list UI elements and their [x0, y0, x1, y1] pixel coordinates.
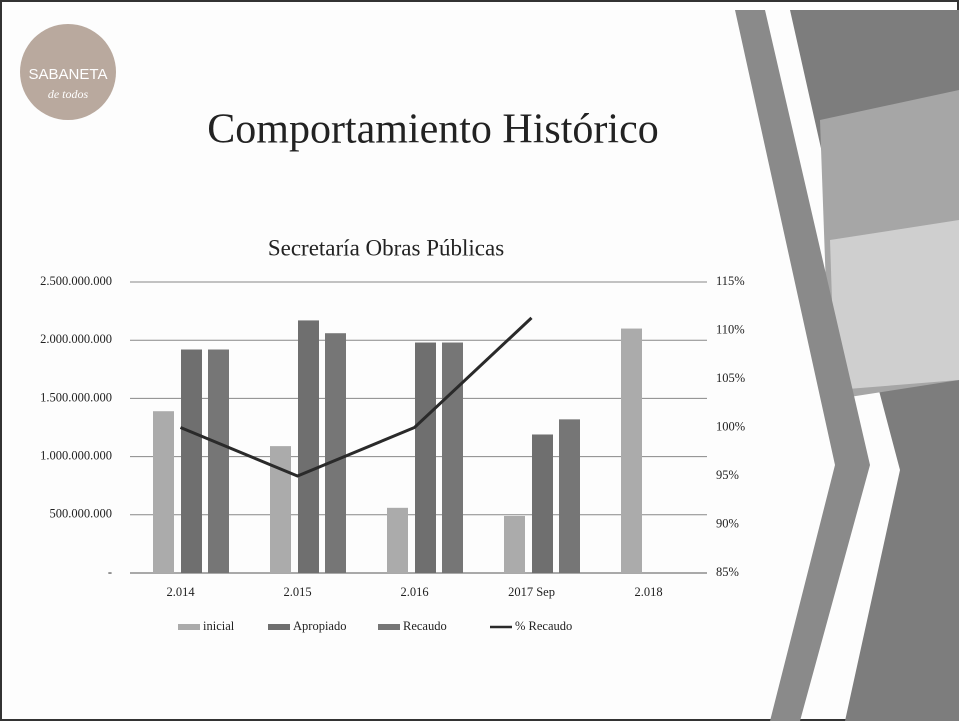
building-facade [830, 220, 959, 390]
y-tick-label: 1.000.000.000 [40, 448, 112, 462]
legend-swatch [178, 624, 200, 630]
y-tick-label: 500.000.000 [50, 507, 113, 521]
y2-tick-label: 105% [716, 371, 745, 385]
legend-label: % Recaudo [515, 619, 572, 633]
slide: SABANETA de todos Comportamiento Históri… [0, 0, 959, 721]
logo-tagline: de todos [48, 87, 89, 101]
y2-tick-label: 85% [716, 565, 739, 579]
legend-swatch [378, 624, 400, 630]
y2-tick-label: 100% [716, 419, 745, 433]
slide-title: Comportamiento Histórico [207, 107, 658, 153]
y2-tick-label: 90% [716, 516, 739, 530]
x-tick-label: 2.014 [166, 585, 195, 599]
y2-tick-label: 115% [716, 274, 745, 288]
bar [298, 320, 319, 573]
bar [208, 350, 229, 573]
legend-label: Recaudo [403, 619, 447, 633]
legend-swatch [268, 624, 290, 630]
x-tick-label: 2.016 [400, 585, 428, 599]
y-tick-label: 1.500.000.000 [40, 390, 112, 404]
bar [181, 350, 202, 573]
y2-tick-label: 110% [716, 322, 745, 336]
y-tick-label: - [108, 565, 112, 579]
bar [504, 516, 525, 573]
y2-tick-label: 95% [716, 468, 739, 482]
x-tick-label: 2.018 [634, 585, 662, 599]
y-tick-label: 2.500.000.000 [40, 274, 112, 288]
bar [387, 508, 408, 573]
bar [415, 343, 436, 573]
chart-title: Secretaría Obras Públicas [268, 235, 504, 260]
logo-name: SABANETA [29, 66, 108, 83]
x-tick-label: 2017 Sep [508, 585, 555, 599]
bar [621, 329, 642, 573]
legend-label: Apropiado [293, 619, 346, 633]
y-tick-label: 2.000.000.000 [40, 332, 112, 346]
legend-label: inicial [203, 619, 235, 633]
bar [532, 434, 553, 573]
bar [325, 333, 346, 573]
bar [442, 343, 463, 573]
x-tick-label: 2.015 [283, 585, 311, 599]
bar [559, 419, 580, 573]
bar [153, 411, 174, 573]
